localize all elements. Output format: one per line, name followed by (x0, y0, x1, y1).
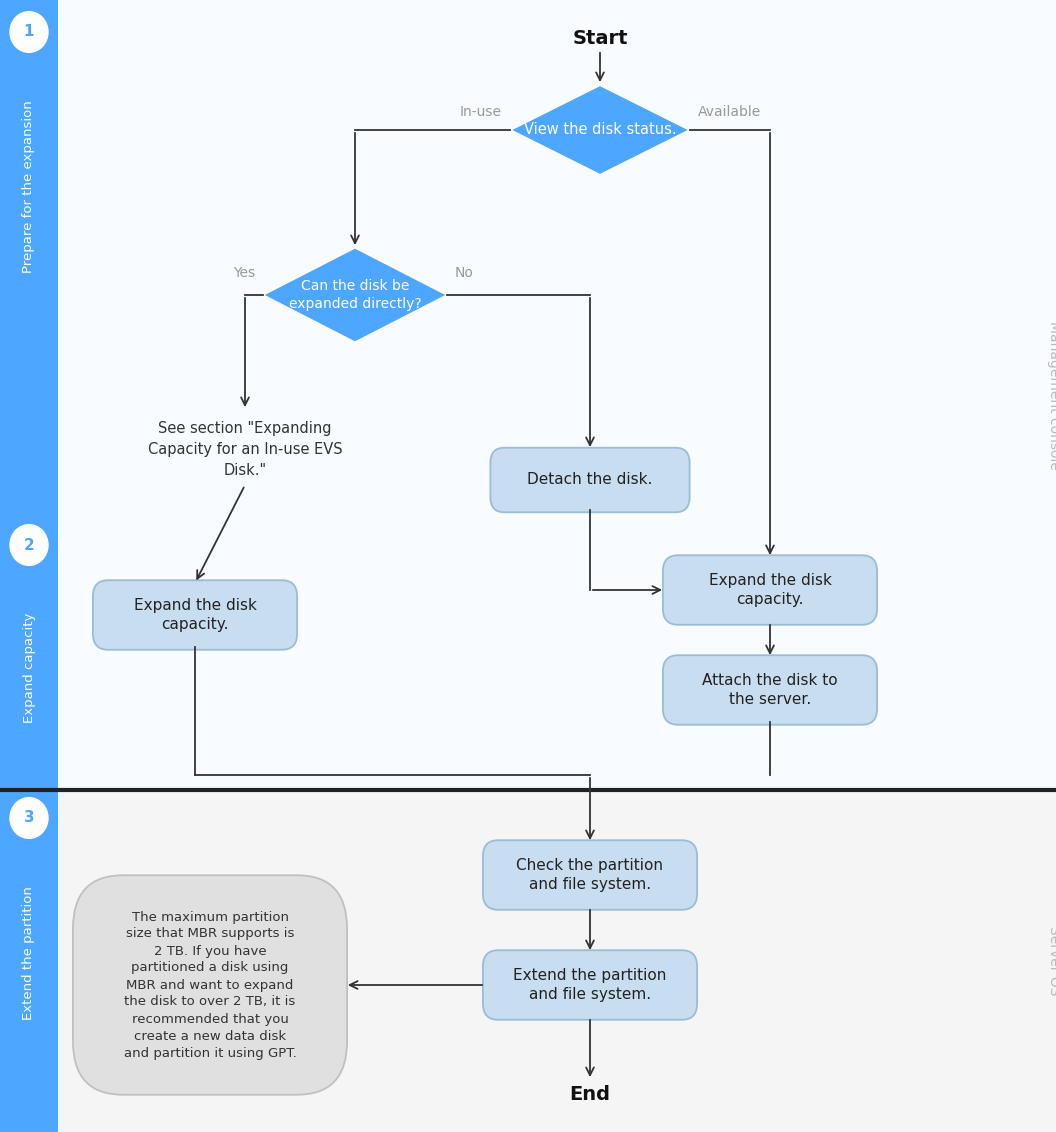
Polygon shape (263, 248, 448, 343)
Text: Extend the partition: Extend the partition (22, 886, 36, 1020)
FancyBboxPatch shape (663, 655, 878, 724)
FancyBboxPatch shape (663, 555, 878, 625)
Text: Start: Start (572, 28, 627, 48)
Text: 1: 1 (23, 25, 34, 40)
Text: Management console: Management console (1046, 320, 1056, 470)
Text: Expand the disk
capacity.: Expand the disk capacity. (133, 598, 257, 633)
Text: 2: 2 (23, 538, 35, 552)
FancyBboxPatch shape (490, 448, 690, 513)
Text: Extend the partition
and file system.: Extend the partition and file system. (513, 968, 666, 1003)
Text: Yes: Yes (233, 266, 254, 280)
Text: The maximum partition
size that MBR supports is
2 TB. If you have
partitioned a : The maximum partition size that MBR supp… (124, 910, 297, 1060)
Polygon shape (510, 85, 690, 175)
Text: In-use: In-use (460, 105, 502, 119)
Text: View the disk status.: View the disk status. (524, 122, 676, 137)
Text: Available: Available (698, 105, 761, 119)
Bar (0, 0, 58, 790)
Text: No: No (455, 266, 474, 280)
FancyBboxPatch shape (483, 950, 697, 1020)
Bar (0, 0, 1056, 790)
Circle shape (10, 11, 48, 52)
Circle shape (10, 524, 48, 565)
Bar (0, 790, 58, 1132)
Text: Expand the disk
capacity.: Expand the disk capacity. (709, 573, 831, 608)
Text: Expand capacity: Expand capacity (22, 612, 36, 723)
FancyBboxPatch shape (93, 581, 297, 650)
FancyBboxPatch shape (73, 875, 347, 1095)
Text: Detach the disk.: Detach the disk. (527, 472, 653, 488)
Text: Can the disk be
expanded directly?: Can the disk be expanded directly? (288, 280, 421, 310)
Text: Server OS: Server OS (1046, 926, 1056, 996)
Text: End: End (569, 1086, 610, 1105)
Text: Prepare for the expansion: Prepare for the expansion (22, 100, 36, 273)
FancyBboxPatch shape (483, 840, 697, 910)
Circle shape (10, 798, 48, 839)
Text: See section "Expanding
Capacity for an In-use EVS
Disk.": See section "Expanding Capacity for an I… (148, 421, 342, 479)
Text: 3: 3 (23, 811, 34, 825)
Text: Check the partition
and file system.: Check the partition and file system. (516, 858, 663, 892)
Bar (0, 790, 1056, 1132)
Text: Attach the disk to
the server.: Attach the disk to the server. (702, 672, 837, 708)
